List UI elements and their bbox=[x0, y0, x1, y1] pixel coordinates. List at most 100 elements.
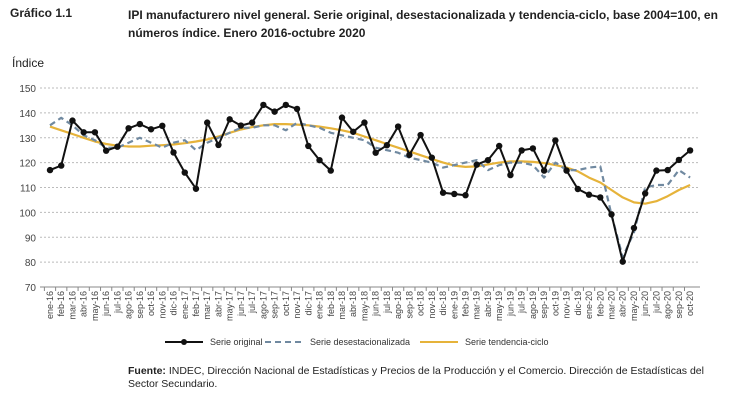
source-label: Fuente: bbox=[128, 365, 166, 377]
data-point bbox=[125, 125, 132, 132]
data-point bbox=[159, 122, 166, 130]
data-point bbox=[383, 142, 391, 149]
data-point bbox=[585, 191, 593, 198]
data-point bbox=[451, 190, 458, 198]
x-tick-label: feb-20 bbox=[595, 291, 605, 317]
x-tick-label: mar-17 bbox=[202, 291, 212, 320]
x-tick-label: jul-20 bbox=[651, 291, 661, 314]
data-point bbox=[147, 126, 155, 133]
x-tick-label: may-19 bbox=[494, 291, 504, 321]
x-tick-label: jun-16 bbox=[101, 291, 111, 317]
x-tick-label: feb-18 bbox=[326, 291, 336, 317]
x-tick-label: nov-18 bbox=[427, 291, 437, 319]
data-point bbox=[327, 167, 334, 174]
data-point bbox=[507, 171, 514, 179]
data-point bbox=[237, 122, 245, 129]
legend-label: Serie tendencia-ciclo bbox=[465, 337, 549, 347]
series-line-1 bbox=[49, 116, 691, 259]
data-point bbox=[181, 169, 188, 176]
data-point bbox=[641, 190, 649, 197]
data-point bbox=[80, 129, 87, 136]
data-point bbox=[226, 116, 233, 123]
legend-label: Serie desestacionalizada bbox=[310, 337, 410, 347]
data-point bbox=[260, 101, 267, 109]
x-tick-label: dic-16 bbox=[169, 291, 179, 316]
x-tick-label: nov-16 bbox=[157, 291, 167, 319]
x-tick-label: ago-16 bbox=[124, 291, 134, 319]
legend-label: Serie original bbox=[210, 337, 263, 347]
data-point bbox=[271, 108, 278, 115]
data-point bbox=[69, 117, 76, 124]
data-point bbox=[439, 189, 447, 196]
x-tick-label: oct-19 bbox=[550, 291, 560, 316]
data-point bbox=[293, 105, 301, 113]
data-point bbox=[608, 211, 615, 218]
data-point bbox=[46, 166, 54, 174]
x-tick-label: mar-18 bbox=[337, 291, 347, 320]
x-tick-label: abr-18 bbox=[348, 291, 358, 317]
data-point bbox=[574, 185, 582, 193]
chart-title: IPI manufacturero nivel general. Serie o… bbox=[128, 8, 718, 40]
x-tick-label: nov-19 bbox=[562, 291, 572, 319]
x-tick-label: ene-19 bbox=[449, 291, 459, 319]
x-tick-label: nov-17 bbox=[292, 291, 302, 319]
data-point bbox=[170, 149, 177, 156]
x-tick-label: jun-20 bbox=[640, 291, 650, 317]
data-point bbox=[630, 224, 638, 232]
data-point bbox=[215, 141, 222, 149]
source-text: INDEC, Dirección Nacional de Estadística… bbox=[128, 365, 704, 390]
data-point bbox=[529, 145, 537, 152]
x-tick-label: sep-16 bbox=[135, 291, 145, 319]
data-point bbox=[496, 142, 503, 150]
data-point bbox=[518, 147, 525, 154]
data-point bbox=[540, 167, 548, 174]
data-point bbox=[428, 154, 436, 161]
x-tick-label: may-17 bbox=[225, 291, 235, 321]
x-tick-label: may-20 bbox=[629, 291, 639, 321]
x-tick-label: oct-17 bbox=[281, 291, 291, 316]
y-tick-label: 130 bbox=[19, 134, 36, 145]
x-tick-label: may-16 bbox=[90, 291, 100, 321]
data-point bbox=[316, 156, 323, 164]
data-point bbox=[394, 123, 402, 130]
data-point bbox=[114, 143, 121, 150]
x-tick-label: sep-17 bbox=[270, 291, 280, 319]
data-point bbox=[204, 119, 211, 126]
x-tick-label: abr-17 bbox=[213, 291, 223, 317]
y-tick-label: 140 bbox=[19, 109, 36, 120]
data-point bbox=[192, 185, 200, 192]
x-tick-label: jul-17 bbox=[247, 291, 257, 314]
x-tick-label: ago-20 bbox=[663, 291, 673, 319]
source-note: Fuente: INDEC, Dirección Nacional de Est… bbox=[128, 365, 708, 391]
y-tick-label: 150 bbox=[19, 84, 36, 95]
data-point bbox=[372, 149, 379, 156]
data-point bbox=[338, 114, 346, 121]
data-point bbox=[552, 137, 559, 144]
x-tick-label: jul-16 bbox=[112, 291, 122, 314]
y-tick-label: 110 bbox=[20, 184, 36, 195]
y-tick-label: 100 bbox=[19, 208, 36, 219]
data-point bbox=[675, 156, 683, 164]
data-point bbox=[102, 147, 110, 154]
y-tick-label: 70 bbox=[25, 283, 37, 294]
x-tick-label: feb-19 bbox=[461, 291, 471, 317]
data-point bbox=[305, 142, 312, 150]
x-tick-label: may-18 bbox=[359, 291, 369, 321]
data-point bbox=[136, 120, 144, 128]
x-tick-label: jul-18 bbox=[382, 291, 392, 314]
data-point bbox=[484, 156, 492, 164]
x-tick-label: oct-18 bbox=[416, 291, 426, 316]
x-tick-label: abr-16 bbox=[79, 291, 89, 317]
y-axis-label: Índice bbox=[12, 56, 45, 70]
chart-number: Gráfico 1.1 bbox=[10, 6, 73, 20]
x-tick-label: sep-18 bbox=[404, 291, 414, 319]
x-tick-label: ago-18 bbox=[393, 291, 403, 319]
data-point bbox=[473, 161, 480, 168]
x-tick-label: abr-20 bbox=[618, 291, 628, 317]
x-tick-label: feb-17 bbox=[191, 291, 201, 317]
data-point bbox=[58, 162, 65, 169]
x-tick-label: mar-16 bbox=[67, 291, 77, 320]
x-tick-label: abr-19 bbox=[483, 291, 493, 317]
series-line-0 bbox=[49, 103, 691, 263]
